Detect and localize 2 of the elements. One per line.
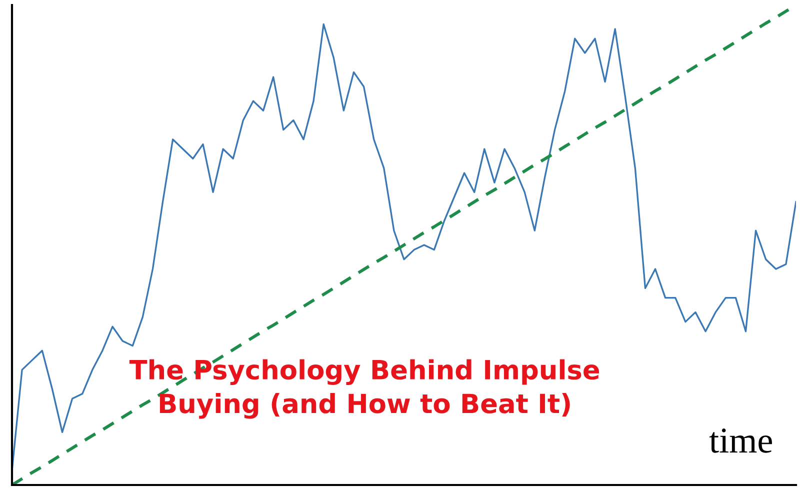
text: The Psychology Behind Impulse Buying (and How to Beat It): [129, 359, 600, 419]
x-axis-title: time: [709, 428, 772, 453]
